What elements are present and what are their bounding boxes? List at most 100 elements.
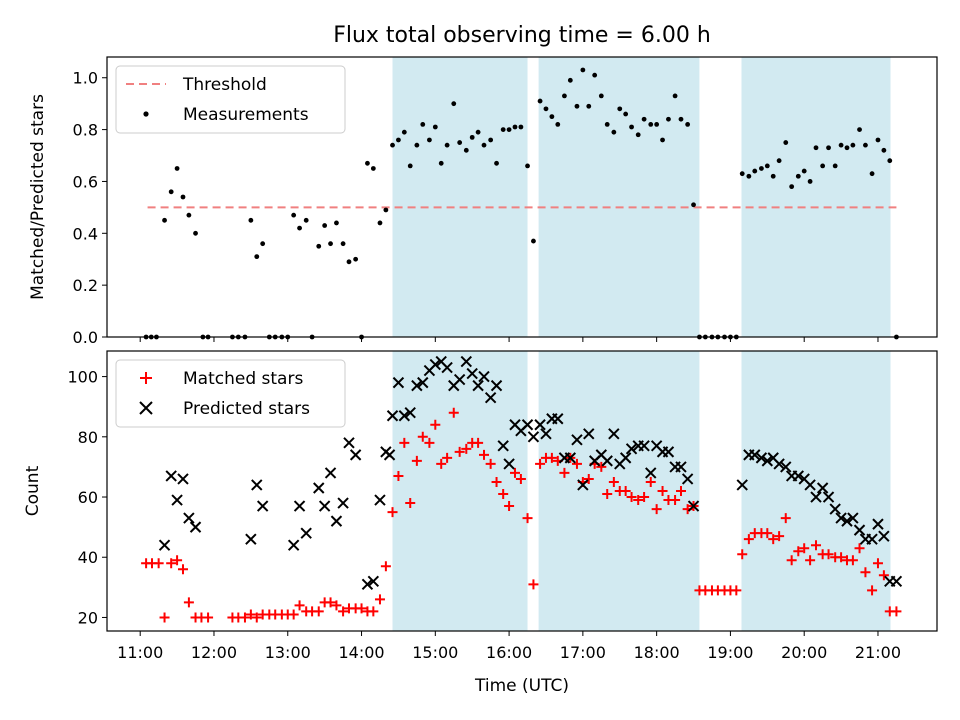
data-point	[291, 212, 297, 218]
data-point	[657, 486, 668, 496]
data-point	[832, 163, 838, 169]
data-point	[847, 512, 859, 524]
data-point	[479, 449, 490, 460]
data-point	[866, 533, 878, 545]
data-point	[804, 479, 816, 491]
data-point	[583, 428, 595, 440]
data-point	[356, 603, 367, 614]
data-point	[737, 549, 748, 560]
data-point	[478, 370, 490, 383]
data-point	[396, 137, 401, 143]
data-point	[660, 137, 665, 143]
data-point	[601, 455, 613, 467]
y-tick-label: 0.8	[73, 121, 98, 140]
data-point	[813, 145, 819, 151]
data-point	[481, 142, 487, 148]
bottom-panel: 20 40 60 80 100 11:00 12:00 13:00 14:00 15:00 16:0…	[23, 350, 938, 662]
data-point	[398, 410, 411, 422]
data-point	[662, 446, 675, 458]
data-point	[248, 217, 254, 223]
data-point	[567, 77, 573, 83]
data-point	[411, 455, 422, 466]
data-point	[159, 612, 170, 623]
data-point	[571, 458, 582, 469]
data-point	[863, 142, 868, 148]
data-point	[850, 142, 856, 148]
y-tick-label: 0.4	[73, 224, 98, 243]
data-point	[685, 122, 691, 127]
data-point	[171, 494, 183, 506]
data-point	[577, 479, 589, 491]
data-point	[872, 518, 884, 530]
x-tick-label: 18:00	[634, 643, 680, 662]
data-point	[297, 225, 302, 231]
data-point	[795, 173, 801, 179]
data-point	[461, 443, 472, 454]
data-point	[318, 500, 331, 512]
data-point	[367, 575, 380, 588]
data-point	[619, 452, 632, 464]
data-point	[374, 494, 386, 506]
data-point	[503, 458, 515, 470]
data-point	[534, 419, 546, 431]
data-point	[678, 116, 684, 122]
data-point	[645, 467, 657, 479]
data-point	[405, 498, 416, 509]
data-point	[404, 407, 416, 419]
data-point	[543, 106, 549, 112]
data-point	[635, 132, 641, 138]
data-point	[780, 461, 792, 473]
data-point	[180, 194, 186, 200]
data-point	[287, 539, 300, 551]
data-point	[256, 500, 269, 512]
data-point	[746, 173, 752, 179]
data-point	[890, 575, 903, 588]
data-point	[491, 476, 502, 487]
data-point	[442, 452, 453, 463]
axes-frame	[106, 350, 938, 632]
legend-label: Matched stars	[183, 369, 303, 389]
data-point	[330, 515, 343, 527]
data-point	[823, 549, 834, 560]
data-point	[475, 129, 481, 135]
data-point	[761, 455, 774, 467]
data-point	[822, 491, 835, 503]
data-point	[762, 528, 773, 539]
data-point	[177, 564, 188, 575]
data-point	[564, 452, 577, 464]
shaded-region	[741, 57, 891, 337]
data-point	[390, 142, 395, 148]
data-point	[374, 594, 385, 605]
y-tick-label: 40	[78, 548, 98, 567]
data-point	[681, 473, 694, 485]
data-point	[183, 512, 195, 524]
data-point	[645, 476, 656, 487]
data-point	[260, 241, 266, 247]
data-point	[629, 124, 634, 130]
data-point	[488, 137, 494, 143]
y-tick-label: 1.0	[73, 69, 98, 88]
data-point	[193, 230, 198, 236]
data-point	[540, 428, 552, 440]
data-point	[641, 116, 647, 122]
data-point	[349, 449, 362, 461]
data-point	[438, 160, 444, 166]
data-point	[245, 609, 256, 620]
data-point	[764, 163, 770, 169]
data-point	[174, 166, 180, 171]
data-point	[370, 166, 376, 171]
data-point	[162, 217, 167, 223]
data-point	[836, 552, 847, 563]
x-tick-label: 13:00	[265, 643, 311, 662]
data-point	[623, 111, 629, 117]
data-point	[313, 606, 324, 617]
data-point	[380, 561, 391, 572]
data-point	[172, 555, 183, 566]
data-point	[485, 458, 496, 469]
data-point	[592, 72, 598, 78]
data-point	[158, 539, 171, 551]
data-point	[417, 431, 428, 442]
data-point	[498, 489, 509, 500]
data-point	[494, 160, 499, 166]
